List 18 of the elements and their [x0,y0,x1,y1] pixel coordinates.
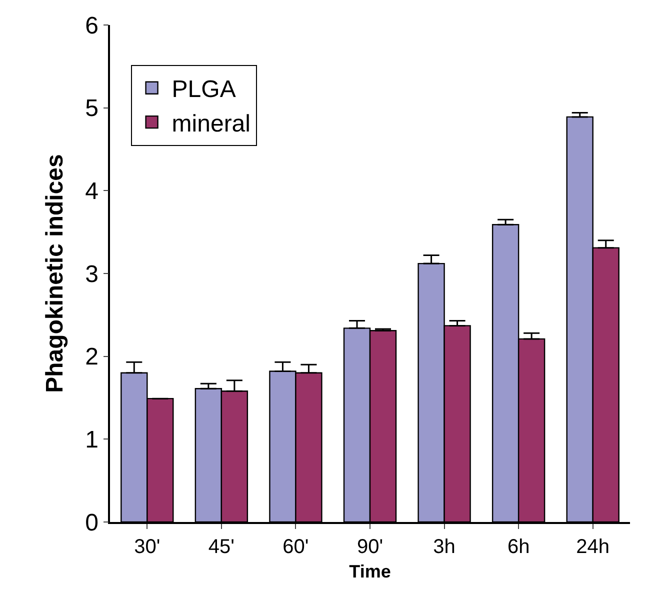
x-tick-label: 3h [433,536,456,558]
x-tick-label: 45' [208,536,234,558]
x-tick-label: 30' [134,536,160,558]
y-tick-label: 0 [85,509,98,536]
y-tick-label: 1 [85,426,98,454]
y-tick-label: 2 [85,344,98,371]
legend-label: mineral [172,110,251,138]
x-tick-label: 60' [282,536,309,558]
y-tick-label: 5 [85,95,98,122]
x-tick-label: 6h [507,536,530,558]
y-tick-label: 3 [85,260,98,288]
legend-label: PLGA [172,76,236,104]
y-tick-label: 6 [85,12,98,40]
y-axis-title: Phagokinetic indices [42,154,69,393]
x-tick-label: 24h [576,536,610,558]
x-axis-title: Time [349,561,391,582]
y-tick-label: 4 [85,178,98,206]
x-tick-label: 90' [356,536,384,558]
